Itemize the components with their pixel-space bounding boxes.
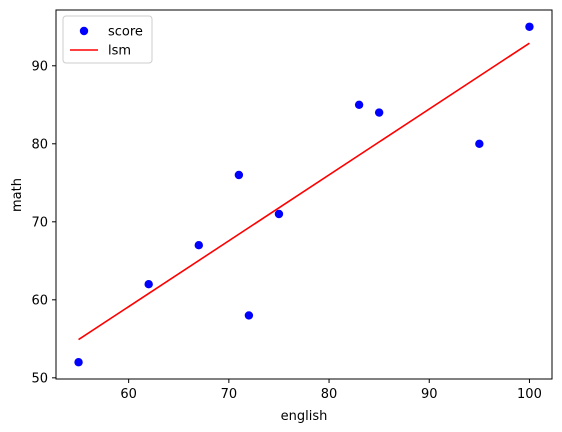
score-point xyxy=(234,170,244,180)
score-point xyxy=(525,22,534,31)
score-point xyxy=(475,139,484,148)
y-tick-label: 80 xyxy=(31,137,48,152)
plot-frame xyxy=(55,9,553,380)
x-axis: 60 70 80 90 100 xyxy=(120,379,542,402)
x-axis-label: english xyxy=(281,409,328,424)
score-point xyxy=(194,241,203,250)
x-tick-label: 90 xyxy=(421,387,438,402)
score-point xyxy=(354,100,364,109)
legend: score lsm xyxy=(62,15,153,64)
x-tick-label: 70 xyxy=(221,387,238,402)
y-tick-label: 50 xyxy=(31,371,48,386)
legend-marker-score xyxy=(79,26,89,36)
legend-label: lsm xyxy=(108,44,131,59)
y-tick-label: 70 xyxy=(31,215,48,230)
x-tick-label: 80 xyxy=(321,387,338,402)
score-point xyxy=(374,108,384,117)
score-point xyxy=(144,280,153,289)
plot-background xyxy=(56,10,552,379)
x-tick-label: 60 xyxy=(120,387,137,402)
lsm-line xyxy=(78,42,530,341)
y-axis: 50 60 70 80 90 xyxy=(31,59,56,386)
y-axis-label: math xyxy=(10,178,25,212)
y-tick-label: 90 xyxy=(31,59,48,74)
plot-marks xyxy=(74,22,534,367)
x-tick-label: 100 xyxy=(517,387,542,402)
score-point xyxy=(274,209,284,219)
score-point xyxy=(74,358,83,367)
legend-label: score xyxy=(108,25,143,40)
y-tick-label: 60 xyxy=(31,293,48,308)
score-point xyxy=(244,311,254,320)
